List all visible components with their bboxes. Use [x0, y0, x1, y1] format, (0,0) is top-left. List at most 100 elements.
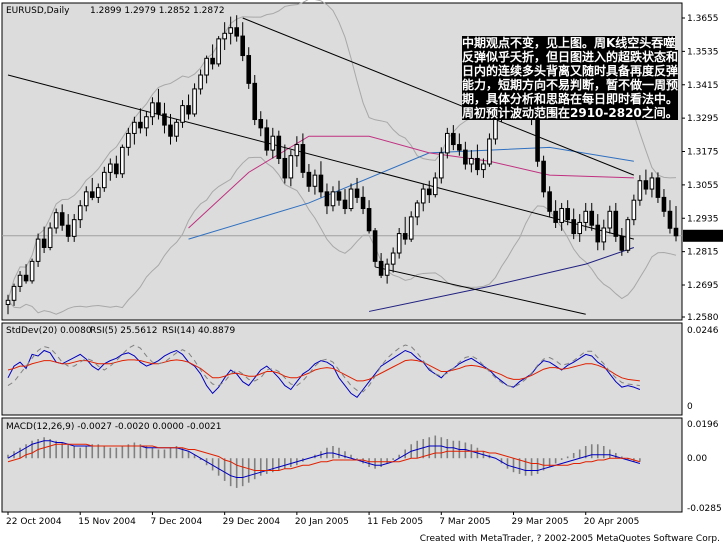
candle-body-21 [132, 121, 137, 134]
candle-body-104 [631, 199, 637, 221]
candle-body-69 [420, 188, 426, 204]
y-tick-label-0: 1.3655 [687, 14, 719, 24]
y-tick-label-2: 1.3415 [687, 81, 719, 91]
candle-body-79 [481, 163, 486, 171]
candle-body-11 [71, 219, 77, 237]
candle-body-61 [372, 230, 378, 262]
candle-body-105 [637, 180, 643, 201]
candle-body-76 [463, 149, 468, 165]
candle-body-45 [276, 135, 282, 159]
footer-credit: Created with MetaTrader, ? 2002-2005 Met… [420, 534, 720, 544]
candle-body-81 [493, 116, 498, 140]
candle-body-62 [378, 260, 384, 276]
candle-body-55 [336, 191, 342, 201]
y-tick-label-3: 1.3295 [687, 114, 719, 124]
lower-channel [374, 266, 586, 315]
candle-body-48 [294, 144, 300, 157]
candle-body-24 [150, 102, 155, 118]
candle-body-17 [108, 163, 113, 173]
candle-body-47 [288, 155, 294, 179]
x-tick-label-7: 29 Mar 2005 [512, 517, 569, 527]
stddev-title: StdDev(20) 0.0080 [6, 326, 92, 336]
candle-body-6 [41, 238, 47, 248]
candle-body-88 [535, 119, 540, 162]
candle-body-89 [541, 160, 546, 193]
candle-body-91 [553, 210, 558, 223]
candle-body-57 [348, 188, 354, 210]
y-tick-label-6: 1.2935 [687, 214, 719, 224]
candle-body-56 [342, 199, 348, 210]
candle-body-106 [643, 180, 649, 190]
candle-body-12 [77, 205, 83, 221]
candle-body-70 [426, 188, 432, 196]
candle-body-27 [168, 124, 173, 137]
candle-body-51 [312, 174, 318, 187]
candle-body-50 [306, 171, 312, 187]
rsi-series-2 [7, 344, 640, 393]
ma-magenta [188, 135, 634, 229]
candle-body-25 [156, 102, 161, 115]
y-tick-label-4: 1.3175 [687, 148, 719, 158]
candle-body-97 [589, 210, 595, 226]
x-tick-label-0: 22 Oct 2004 [6, 517, 62, 527]
candle-body-28 [174, 121, 179, 137]
macd-series-1 [7, 443, 641, 471]
candle-body-19 [120, 146, 125, 175]
candle-body-35 [216, 38, 221, 65]
candle-body-34 [210, 57, 215, 65]
candle-body-63 [384, 263, 390, 276]
candle-body-100 [607, 210, 613, 229]
candle-body-7 [47, 227, 53, 248]
y-tick-label-5: 1.3055 [687, 181, 719, 191]
candle-body-75 [457, 144, 462, 151]
candle-body-14 [89, 191, 95, 198]
candle-body-32 [198, 74, 203, 90]
macd-y-tick-2: -0.0285 [687, 504, 722, 514]
candle-body-4 [29, 260, 35, 282]
candle-body-59 [360, 196, 366, 210]
candle-body-80 [487, 138, 492, 165]
candle-body-43 [264, 127, 270, 151]
annotation-note: 中期观点不变，见上图。周K线空头吞噬反弹似乎夭折，但日图进入的超跌状态和日内的连… [462, 36, 679, 120]
candle-body-31 [192, 88, 197, 115]
candle-body-8 [53, 212, 59, 229]
candle-body-72 [438, 152, 444, 179]
last-price-label: 1.2872 [686, 232, 718, 242]
candle-body-98 [595, 224, 601, 243]
candle-body-65 [396, 233, 402, 254]
candle-body-74 [451, 132, 456, 146]
candle-body-3 [23, 274, 29, 282]
x-tick-label-4: 20 Jan 2005 [295, 517, 349, 527]
candle-body-29 [180, 105, 185, 123]
candle-body-9 [59, 212, 65, 226]
candle-body-92 [559, 208, 564, 223]
y-tick-label-7: 1.2815 [687, 248, 719, 258]
candle-body-37 [228, 27, 233, 34]
rsi-y-tick-0: 0.0246 [687, 326, 719, 336]
candle-body-110 [667, 210, 673, 229]
x-tick-label-8: 20 Apr 2005 [584, 517, 640, 527]
x-tick-label-1: 15 Nov 2004 [78, 517, 136, 527]
candle-body-42 [258, 119, 264, 129]
price-title: EURUSD,Daily [6, 6, 70, 16]
candle-body-109 [661, 196, 667, 212]
candle-body-18 [114, 163, 119, 175]
rsi5-title: RSI(5) 25.5612 [90, 326, 157, 336]
candle-body-67 [408, 216, 414, 240]
candle-body-102 [619, 235, 625, 251]
candle-body-23 [144, 116, 149, 129]
last-price-badge [683, 229, 723, 242]
pane-2-background [1, 417, 683, 513]
candle-body-33 [204, 57, 209, 76]
macd-title: MACD(12,26,9) -0.0027 -0.0020 0.0000 -0.… [6, 422, 222, 432]
candle-body-36 [222, 32, 227, 40]
candle-body-44 [270, 135, 276, 151]
candle-body-103 [625, 219, 631, 251]
candle-body-52 [318, 174, 324, 193]
candle-body-26 [162, 113, 167, 126]
y-tick-label-8: 1.2695 [687, 281, 719, 291]
candle-body-39 [240, 35, 246, 57]
pane-1-background [1, 322, 683, 416]
candle-body-54 [330, 191, 336, 207]
